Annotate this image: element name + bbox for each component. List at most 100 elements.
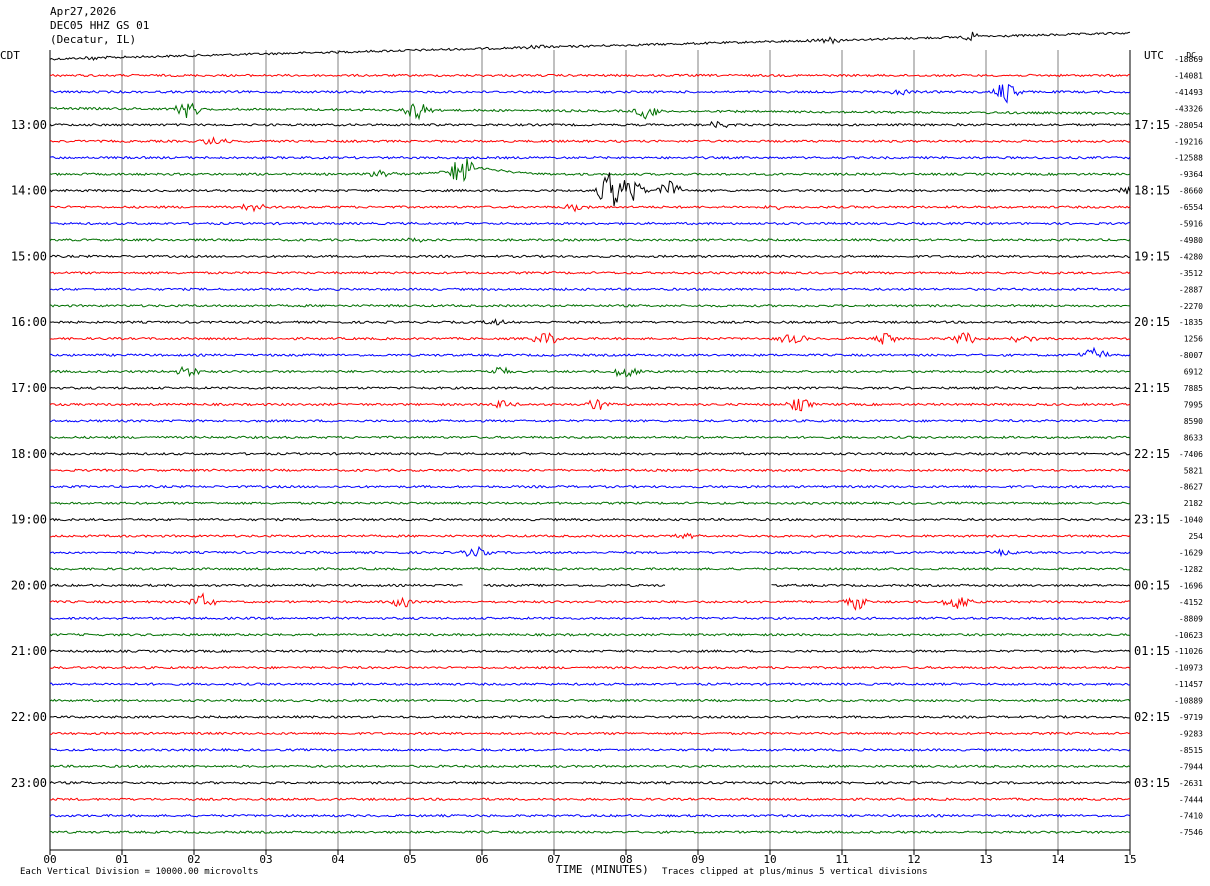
seismic-trace-0 [49, 31, 1131, 62]
left-hour-label: 22:00 [11, 710, 47, 724]
seismic-trace-21 [49, 398, 1131, 412]
x-tick-label: 15 [1123, 853, 1136, 866]
dc-offset-label: -19216 [1174, 137, 1203, 146]
dc-offset-label: -7546 [1179, 828, 1203, 837]
dc-offset-label: -4152 [1179, 598, 1203, 607]
dc-offset-label: -1696 [1179, 581, 1203, 590]
right-hour-label: 18:15 [1134, 184, 1170, 198]
seismic-trace-35 [49, 632, 1131, 637]
seismic-trace-34 [49, 616, 1131, 621]
left-hour-label: 13:00 [11, 118, 47, 132]
dc-offset-label: -1282 [1179, 565, 1203, 574]
x-tick-label: 12 [907, 853, 920, 866]
dc-offset-label: -10973 [1174, 664, 1203, 673]
seismic-trace-8 [49, 172, 1131, 207]
left-hour-label: 18:00 [11, 447, 47, 461]
dc-offset-label: -6554 [1179, 203, 1203, 212]
x-tick-label: 02 [187, 853, 200, 866]
dc-offset-label: -43326 [1174, 104, 1203, 113]
seismic-trace-13 [50, 270, 1131, 275]
seismic-trace-5 [49, 136, 1131, 145]
right-hour-label: 20:15 [1134, 315, 1170, 329]
x-tick-label: 06 [475, 853, 488, 866]
left-axis-label: CDT [0, 49, 20, 62]
x-tick-label: 01 [115, 853, 128, 866]
seismic-trace-28 [49, 517, 1131, 522]
dc-label: DC [1186, 51, 1196, 60]
dc-offset-label: -10623 [1174, 631, 1203, 640]
header-station: DEC05 HHZ GS 01 [50, 19, 150, 32]
scale-note: Each Vertical Division = 10000.00 microv… [20, 867, 259, 877]
dc-offset-label: -1835 [1179, 318, 1203, 327]
seismic-trace-11 [49, 237, 1131, 243]
left-hour-label: 20:00 [11, 578, 47, 592]
seismic-trace-47 [49, 830, 1131, 834]
seismic-trace-29 [49, 532, 1131, 540]
x-tick-label: 04 [331, 853, 345, 866]
x-tick-label: 10 [763, 853, 776, 866]
left-hour-label: 23:00 [11, 776, 47, 790]
seismic-trace-42 [50, 747, 1131, 752]
x-tick-label: 03 [259, 853, 272, 866]
seismic-trace-9 [49, 203, 1131, 213]
seismic-trace-40 [49, 715, 1131, 719]
right-axis-label: UTC [1144, 49, 1164, 62]
x-tick-label: 08 [619, 853, 632, 866]
dc-offset-label: -12588 [1174, 154, 1203, 163]
seismic-trace-43 [49, 764, 1131, 769]
left-hour-label: 15:00 [11, 249, 47, 263]
right-hour-label: 02:15 [1134, 710, 1170, 724]
dc-offset-label: -5916 [1179, 220, 1203, 229]
seismic-trace-22 [49, 419, 1131, 423]
seismic-trace-36 [49, 649, 1131, 654]
x-axis-title: TIME (MINUTES) [556, 863, 649, 876]
seismic-trace-15 [49, 303, 1131, 308]
dc-offset-label: -7444 [1179, 795, 1203, 804]
seismic-trace-31 [49, 567, 1131, 571]
dc-offset-label: 7995 [1184, 400, 1203, 409]
x-tick-label: 11 [835, 853, 848, 866]
seismic-trace-14 [49, 287, 1131, 292]
dc-offset-label: -7406 [1179, 450, 1203, 459]
seismic-trace-44 [49, 780, 1131, 785]
seismic-trace-19 [49, 365, 1131, 378]
dc-offset-label: -3512 [1179, 269, 1203, 278]
seismic-trace-4 [49, 120, 1131, 129]
dc-offset-label: 8633 [1184, 433, 1203, 442]
dc-offset-label: -8515 [1179, 746, 1203, 755]
header-date: Apr27,2026 [50, 5, 117, 18]
right-hour-label: 01:15 [1134, 644, 1170, 658]
dc-offset-label: -1040 [1179, 516, 1203, 525]
dc-offset-label: -7944 [1179, 762, 1203, 771]
seismic-trace-2 [49, 84, 1131, 104]
x-tick-label: 13 [979, 853, 992, 866]
seismic-trace-39 [49, 698, 1131, 703]
seismic-trace-37 [49, 665, 1131, 670]
dc-offset-label: -41493 [1174, 88, 1203, 97]
seismic-trace-41 [49, 731, 1131, 736]
dc-offset-label: -2270 [1179, 302, 1203, 311]
dc-offset-label: -9283 [1179, 729, 1203, 738]
seismic-trace-1 [49, 73, 1130, 78]
seismic-trace-27 [49, 501, 1130, 506]
dc-offset-label: -8627 [1179, 483, 1203, 492]
header-location: (Decatur, IL) [50, 33, 137, 46]
seismic-trace-25 [49, 468, 1131, 473]
dc-offset-label: -4980 [1179, 236, 1203, 245]
x-tick-label: 00 [43, 853, 56, 866]
dc-offset-label: 254 [1189, 532, 1204, 541]
dc-offset-label: 6912 [1184, 368, 1203, 377]
seismic-trace-45 [49, 797, 1131, 802]
right-hour-label: 03:15 [1134, 776, 1170, 790]
left-hour-label: 17:00 [11, 381, 47, 395]
seismic-trace-18 [49, 346, 1131, 359]
dc-offset-label: -2631 [1179, 779, 1203, 788]
right-hour-label: 23:15 [1134, 513, 1170, 527]
left-hour-label: 14:00 [11, 184, 47, 198]
seismic-trace-24 [49, 451, 1131, 456]
dc-offset-label: 8590 [1184, 417, 1203, 426]
right-hour-label: 22:15 [1134, 447, 1170, 461]
dc-offset-label: 1256 [1184, 335, 1203, 344]
seismic-trace-33 [49, 592, 1131, 611]
